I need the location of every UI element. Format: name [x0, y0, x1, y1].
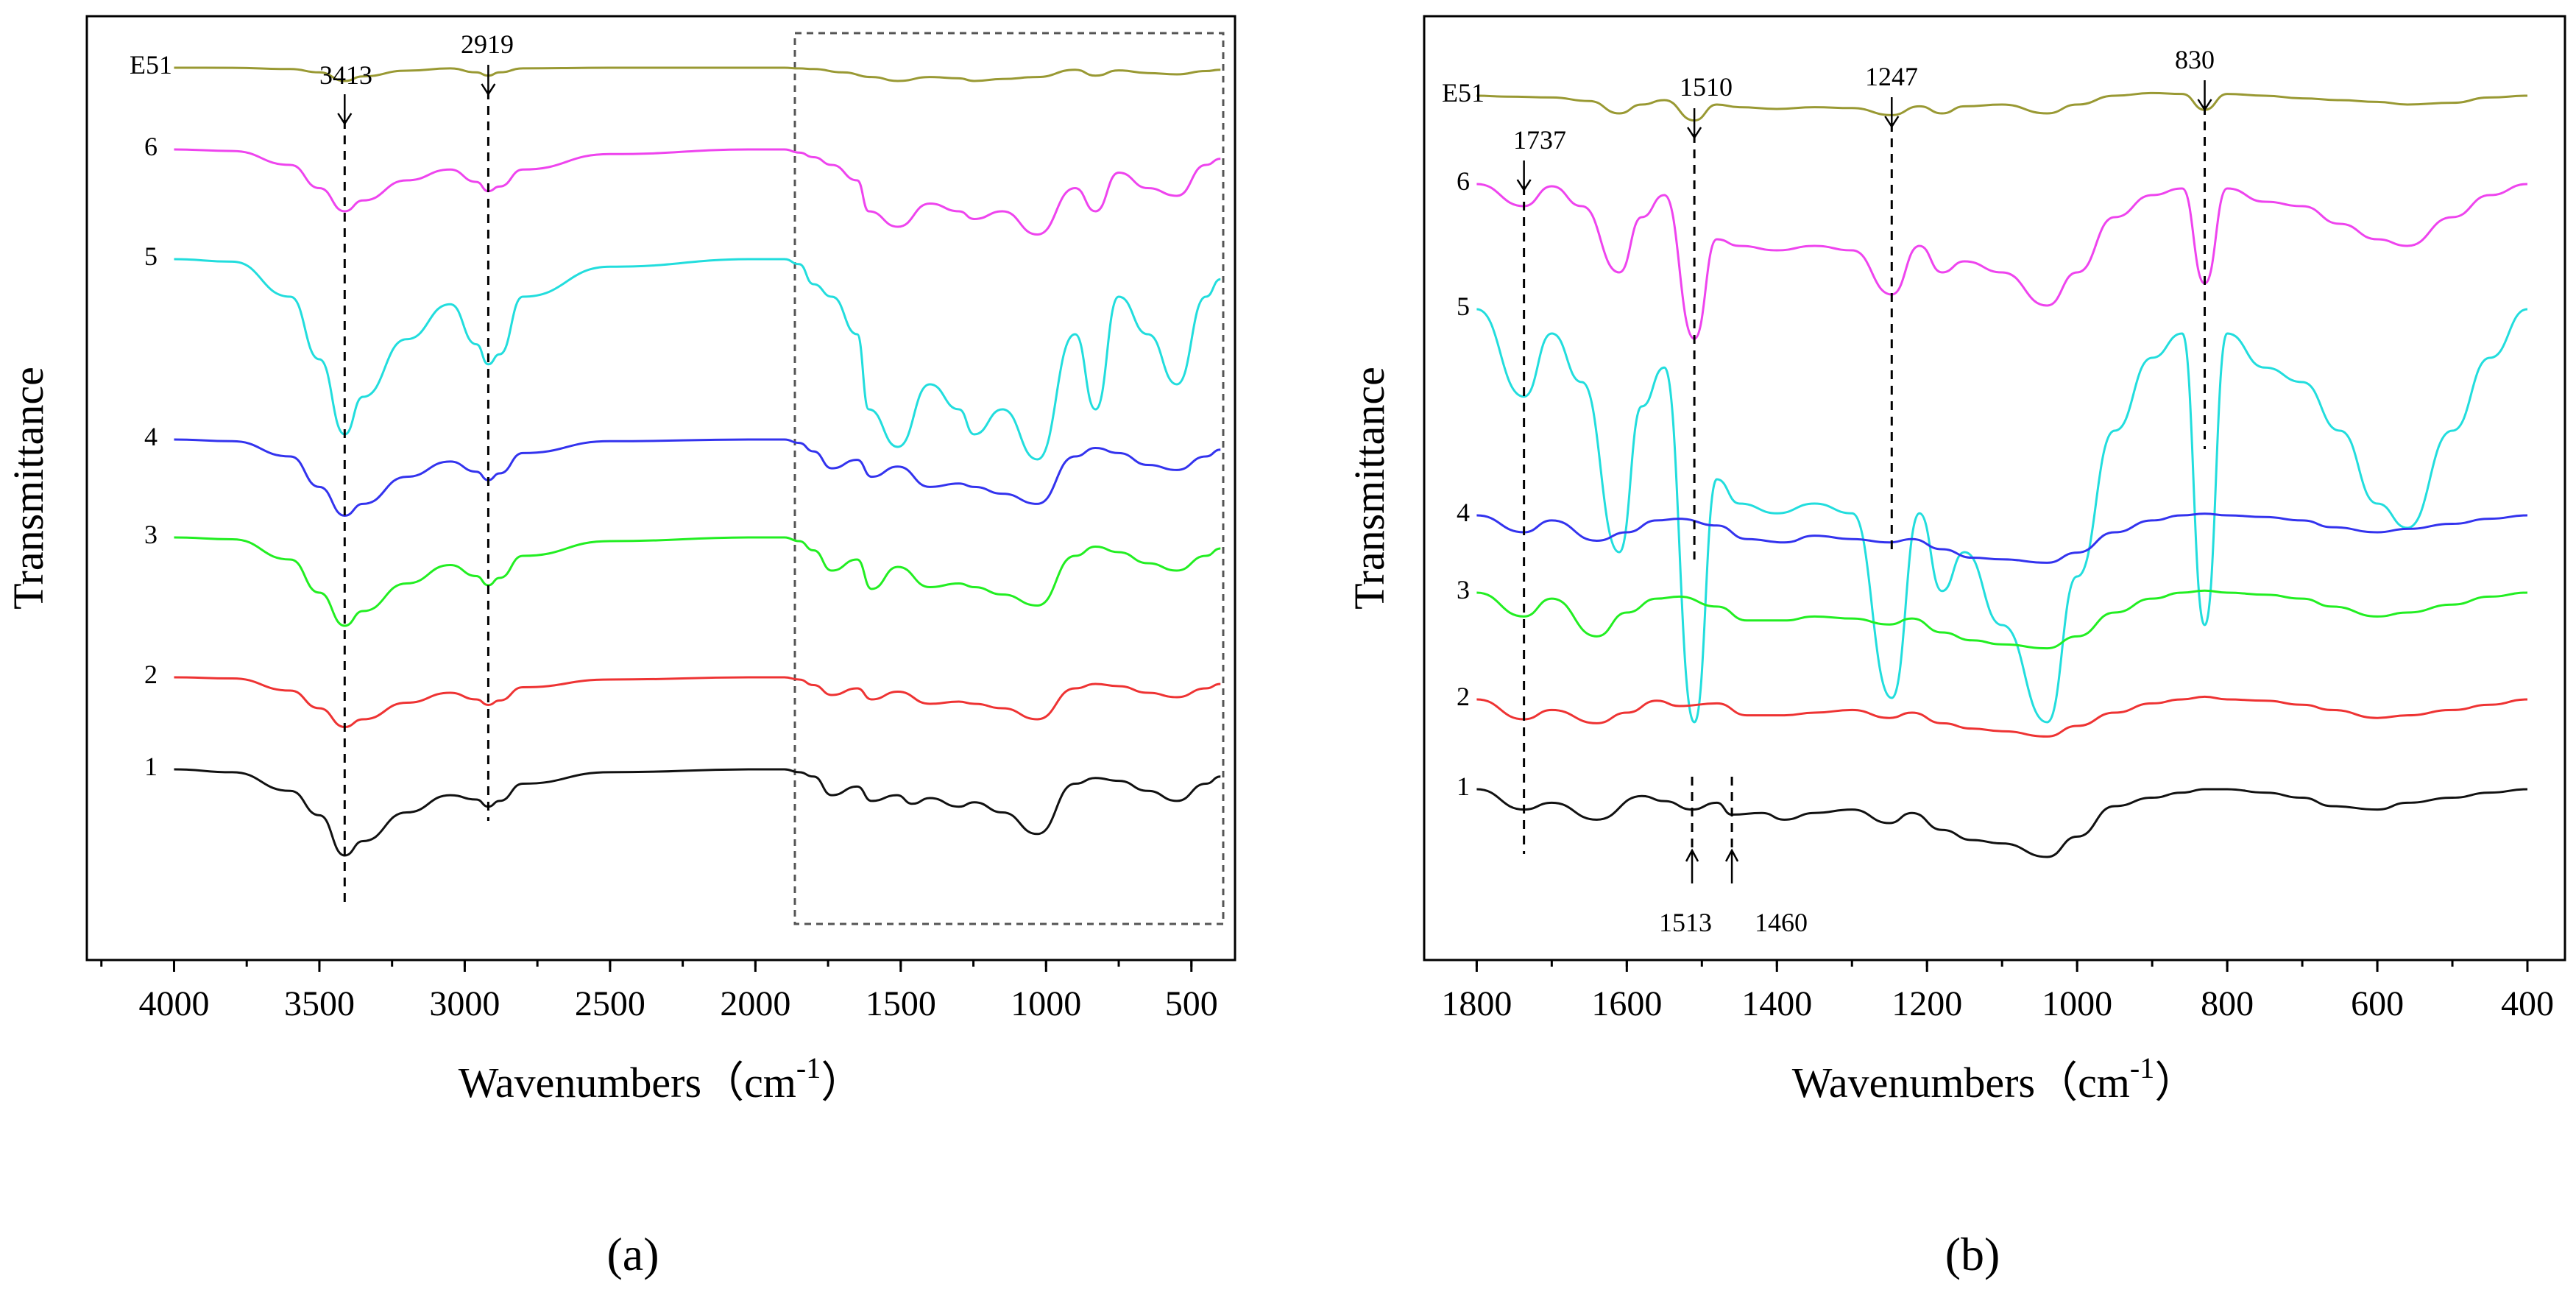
curve-label-6: 6 [144, 132, 158, 161]
peak-label-1510: 1510 [1680, 72, 1733, 102]
arrow-2919 [481, 65, 496, 96]
panel-b-curve-labels: E51 6 5 4 3 2 1 [1442, 78, 1485, 801]
trace-e51 [1476, 91, 2528, 122]
x-tick-label: 1400 [1741, 984, 1812, 1023]
x-tick-label: 1000 [2042, 984, 2112, 1023]
curve-label-e51: E51 [1442, 78, 1485, 107]
trace-6 [174, 148, 1221, 236]
panel-a-x-label-sup: -1 [796, 1051, 821, 1084]
panel-a-y-label: Transmittance [4, 367, 52, 610]
peak-label-1513: 1513 [1659, 908, 1712, 937]
panel-b-x-ticks: 1800 1600 1400 1200 1000 800 600 400 [1441, 960, 2554, 1023]
trace-6 [1476, 183, 2528, 340]
curve-label-e51: E51 [130, 50, 172, 80]
curve-label-3: 3 [144, 520, 158, 549]
curve-label-4: 4 [144, 422, 158, 451]
trace-4 [1476, 512, 2528, 564]
curve-label-1: 1 [1457, 772, 1470, 801]
arrow-1247 [1884, 97, 1900, 129]
curve-label-4: 4 [1457, 498, 1470, 527]
curve-label-5: 5 [1457, 292, 1470, 321]
peak-label-1460: 1460 [1755, 908, 1808, 937]
curve-label-2: 2 [144, 660, 158, 689]
arrow-1737 [1516, 160, 1532, 192]
x-tick-label: 1000 [1011, 984, 1081, 1023]
panel-b: 1800 1600 1400 1200 1000 800 600 400 E51654321 … [1345, 15, 2566, 1280]
curve-label-2: 2 [1457, 682, 1470, 711]
panel-a-curve-labels: E51 6 5 4 3 2 1 [130, 50, 172, 781]
panel-b-frame [1423, 15, 2566, 961]
panel-a: 4000 3500 3000 2500 2000 1500 1000 500 E51 6 5 4 3 2… [4, 15, 1236, 1280]
x-tick-label: 800 [2201, 984, 2254, 1023]
arrow-1460 [1724, 848, 1739, 883]
panel-a-x-ticks: 4000 3500 3000 2500 2000 1500 1000 500 [100, 960, 1218, 1023]
arrow-1510 [1687, 108, 1702, 140]
x-tick-label: 1800 [1441, 984, 1512, 1023]
panel-b-x-label-sup: -1 [2130, 1051, 2154, 1084]
x-tick-label: 1600 [1591, 984, 1662, 1023]
panel-b-y-label: Transmittance [1345, 367, 1393, 610]
trace-1 [1476, 788, 2528, 858]
peak-label-1737: 1737 [1513, 125, 1566, 155]
panel-b-x-label-main: Wavenumbers（cm [1792, 1059, 2130, 1107]
trace-e51 [174, 66, 1221, 82]
x-tick-label: 3000 [429, 984, 500, 1023]
curve-label-5: 5 [144, 241, 158, 271]
panel-a-x-label: Wavenumbers（cm-1） [459, 1051, 864, 1107]
trace-5 [1476, 308, 2528, 724]
trace-3 [1476, 589, 2528, 650]
trace-4 [174, 438, 1221, 517]
panel-a-label: (a) [606, 1228, 659, 1280]
trace-5 [174, 258, 1221, 461]
trace-1 [174, 768, 1221, 857]
x-tick-label: 1200 [1892, 984, 1962, 1023]
panel-a-x-label-main: Wavenumbers（cm [459, 1059, 796, 1107]
x-tick-label: 2500 [575, 984, 645, 1023]
trace-3 [174, 536, 1221, 627]
trace-2 [174, 676, 1221, 728]
x-tick-label: 2000 [720, 984, 790, 1023]
panel-b-x-label: Wavenumbers（cm-1） [1792, 1051, 2198, 1107]
x-tick-label: 3500 [284, 984, 355, 1023]
trace-2 [1476, 695, 2528, 738]
x-tick-label: 500 [1165, 984, 1218, 1023]
curve-label-6: 6 [1457, 166, 1470, 196]
panel-a-guides [337, 65, 496, 902]
peak-label-1247: 1247 [1865, 62, 1918, 91]
arrow-830 [2197, 80, 2212, 112]
panel-b-label: (b) [1945, 1228, 2000, 1280]
panel-a-x-label-close: ） [821, 1059, 863, 1107]
curve-label-1: 1 [144, 752, 158, 781]
panel-a-traces [174, 66, 1221, 857]
peak-label-3413: 3413 [319, 60, 372, 90]
x-tick-label: 400 [2501, 984, 2554, 1023]
panel-b-traces [1476, 91, 2528, 858]
x-tick-label: 1500 [866, 984, 936, 1023]
x-tick-label: 4000 [138, 984, 209, 1023]
panel-a-frame [85, 15, 1236, 961]
arrow-3413 [337, 94, 353, 126]
curve-label-3: 3 [1457, 575, 1470, 604]
arrow-1513 [1685, 848, 1699, 883]
panel-b-guides [1516, 80, 2212, 883]
x-tick-label: 600 [2351, 984, 2404, 1023]
panel-a-highlight-box [793, 32, 1225, 925]
peak-label-2919: 2919 [461, 29, 514, 59]
peak-label-830: 830 [2175, 45, 2215, 74]
panel-b-x-label-close: ） [2154, 1059, 2197, 1107]
